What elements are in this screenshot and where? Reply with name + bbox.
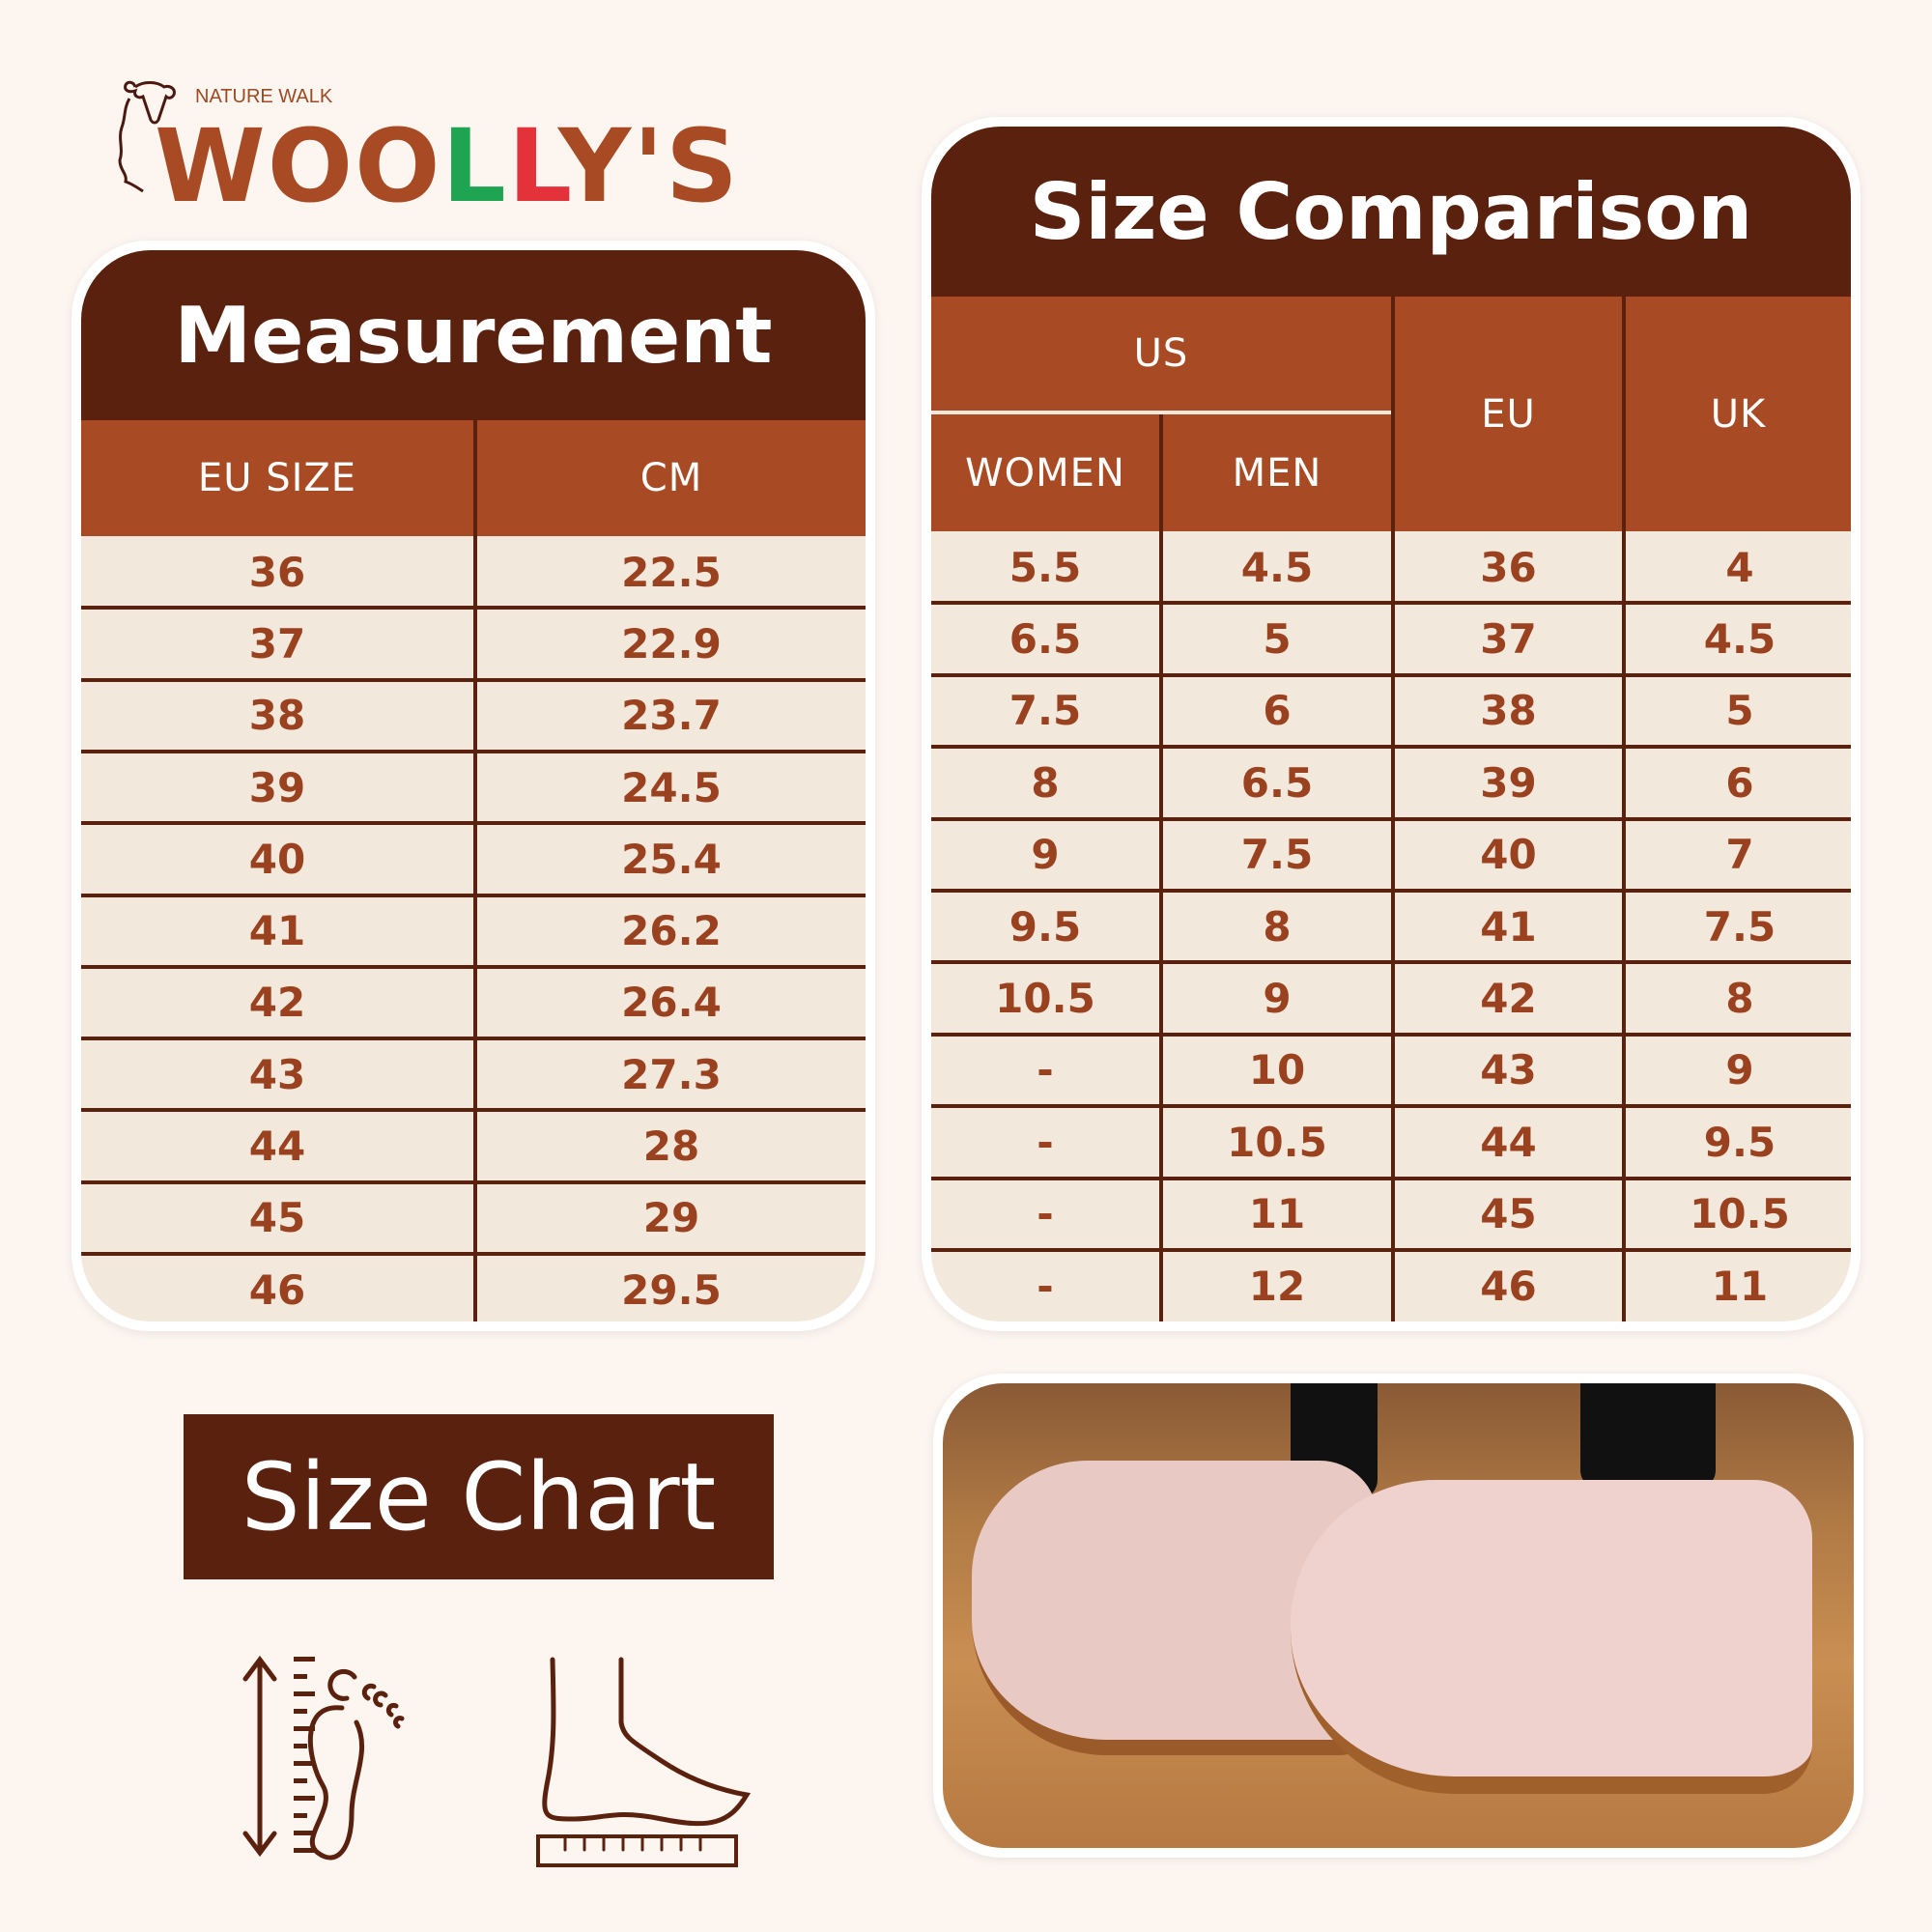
size-chart-label: Size Chart [184, 1414, 774, 1579]
table-row-eu: 36 [248, 548, 306, 596]
table-row-cm: 22.5 [621, 548, 722, 596]
table-row-eu: 40 [248, 835, 306, 883]
header-men: MEN [1163, 414, 1391, 531]
table-cell: 8 [1031, 758, 1060, 807]
table-cell: 7.5 [1009, 687, 1082, 735]
table-cell: 8 [1725, 975, 1754, 1023]
sheep-icon [118, 80, 176, 193]
header-cm: CM [477, 420, 866, 536]
table-cell: - [1037, 1262, 1054, 1310]
brand-logo: NATURE WALK WOOLLY'S [116, 79, 738, 224]
table-cell: 4 [1725, 543, 1754, 591]
table-cell: 7.5 [1240, 831, 1314, 879]
foot-length-ruler-icon [242, 1655, 405, 1861]
table-row-cm: 25.4 [621, 835, 722, 883]
comparison-title: Size Comparison [931, 127, 1851, 297]
measurement-title: Measurement [81, 250, 866, 420]
table-row-eu: 38 [248, 692, 306, 740]
table-cell: 10 [1248, 1046, 1306, 1094]
table-row-cm: 23.7 [621, 692, 722, 740]
table-cell: 9 [1725, 1046, 1754, 1094]
header-eu-size: EU SIZE [81, 420, 473, 536]
table-cell: 11 [1711, 1262, 1769, 1310]
table-cell: 10.5 [1690, 1190, 1790, 1238]
table-row-cm: 27.3 [621, 1050, 722, 1098]
table-row-eu: 44 [248, 1122, 306, 1171]
brand-tagline: NATURE WALK [195, 86, 333, 107]
table-cell: - [1037, 1118, 1054, 1166]
header-uk: UK [1626, 297, 1851, 531]
table-row-cm: 22.9 [621, 619, 722, 668]
table-cell: 7 [1725, 831, 1754, 879]
table-cell: 36 [1480, 543, 1537, 591]
brand-name: WOOLLY'S [155, 107, 740, 225]
table-cell: 44 [1480, 1118, 1537, 1166]
table-cell: 5 [1263, 615, 1292, 664]
table-cell: 6 [1725, 758, 1754, 807]
table-row-eu: 41 [248, 907, 306, 955]
table-cell: 46 [1480, 1262, 1537, 1310]
table-cell: 4.5 [1703, 615, 1776, 664]
table-cell: 9.5 [1703, 1118, 1776, 1166]
table-cell: 6.5 [1009, 615, 1082, 664]
table-row-cm: 26.2 [621, 907, 722, 955]
column-divider [1391, 297, 1395, 1321]
table-cell: 7.5 [1703, 902, 1776, 951]
foot-side-ruler-icon [536, 1657, 752, 1867]
table-row-cm: 24.5 [621, 763, 722, 811]
table-cell: 10.5 [1227, 1118, 1327, 1166]
divider [931, 411, 1391, 414]
product-photo [933, 1374, 1863, 1858]
table-cell: 5 [1725, 687, 1754, 735]
table-cell: 37 [1480, 615, 1537, 664]
table-cell: 11 [1248, 1190, 1306, 1238]
column-divider [1622, 297, 1626, 1321]
table-row-cm: 29.5 [621, 1265, 722, 1314]
table-cell: 43 [1480, 1046, 1537, 1094]
table-cell: 40 [1480, 831, 1537, 879]
table-cell: - [1037, 1190, 1054, 1238]
table-cell: - [1037, 1046, 1054, 1094]
table-row-cm: 26.4 [621, 979, 722, 1027]
table-row-cm: 28 [642, 1122, 700, 1171]
table-cell: 39 [1480, 758, 1537, 807]
table-row-eu: 46 [248, 1265, 306, 1314]
measurement-table: Measurement EU SIZE CM 36 22.5 37 22.9 38 23.… [71, 241, 875, 1331]
column-divider [1159, 414, 1163, 1321]
table-row-eu: 39 [248, 763, 306, 811]
column-divider [473, 420, 477, 1321]
header-us: US [931, 297, 1391, 411]
table-cell: 6 [1263, 687, 1292, 735]
table-row-eu: 37 [248, 619, 306, 668]
table-cell: 42 [1480, 975, 1537, 1023]
table-row-eu: 45 [248, 1194, 306, 1242]
table-cell: 8 [1263, 902, 1292, 951]
table-row-eu: 43 [248, 1050, 306, 1098]
table-cell: 38 [1480, 687, 1537, 735]
table-row-cm: 29 [642, 1194, 700, 1242]
comparison-table: Size Comparison US WOMEN MEN EU UK 5.5 4.… [922, 117, 1861, 1331]
boot-right [1291, 1480, 1812, 1794]
table-row-eu: 42 [248, 979, 306, 1027]
table-cell: 9 [1031, 831, 1060, 879]
header-women: WOMEN [931, 414, 1159, 531]
table-cell: 4.5 [1240, 543, 1314, 591]
table-cell: 5.5 [1009, 543, 1082, 591]
header-eu: EU [1395, 297, 1622, 531]
table-cell: 6.5 [1240, 758, 1314, 807]
table-cell: 12 [1248, 1262, 1306, 1310]
table-cell: 9.5 [1009, 902, 1082, 951]
table-cell: 9 [1263, 975, 1292, 1023]
table-cell: 45 [1480, 1190, 1537, 1238]
table-cell: 41 [1480, 902, 1537, 951]
table-cell: 10.5 [995, 975, 1095, 1023]
